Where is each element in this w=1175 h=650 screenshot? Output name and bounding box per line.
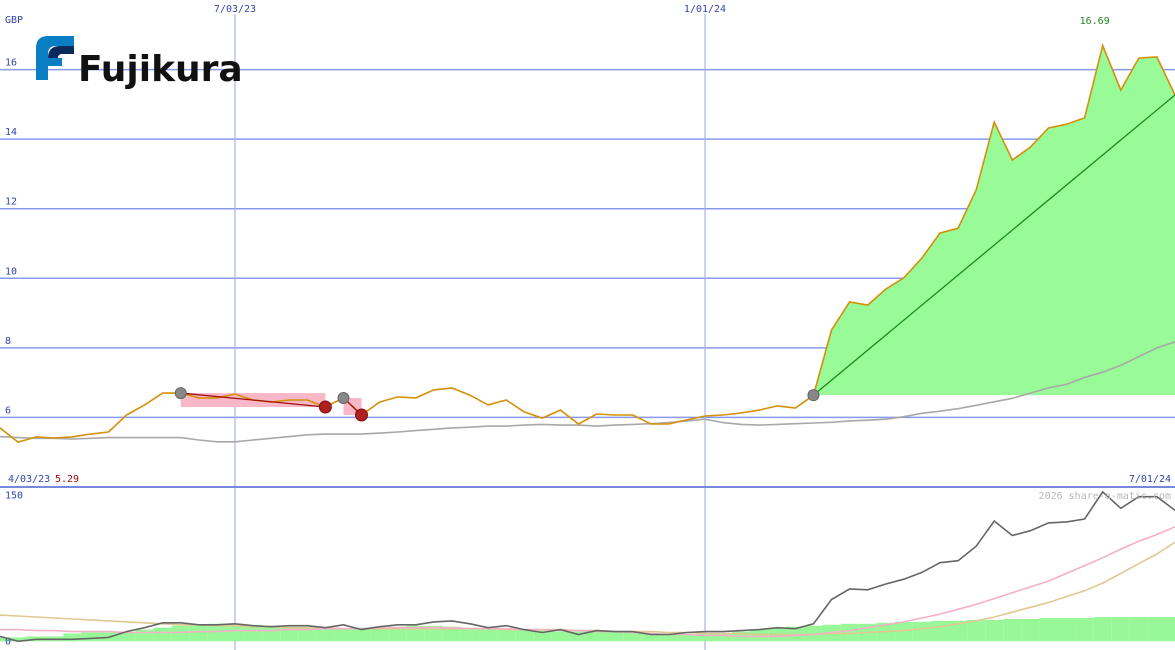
volume-bar (1111, 617, 1130, 642)
volume-bar (1075, 617, 1094, 642)
volume-bar (460, 627, 480, 642)
volume-bar (714, 633, 733, 642)
trend-line (813, 94, 1175, 396)
volume-bar (587, 630, 606, 642)
volume-bar (695, 633, 715, 642)
sell-marker (355, 408, 369, 422)
volume-bar (424, 625, 443, 642)
volume-bar (135, 629, 154, 642)
loss-line (180, 392, 326, 408)
buy-marker (807, 389, 820, 402)
high-label: 16.69 (1080, 16, 1110, 27)
volume-bar (63, 633, 82, 642)
volume-bar (894, 621, 913, 642)
x-tick-label: 1/01/24 (684, 4, 726, 15)
volume-bar (479, 628, 498, 642)
volume-bar (1093, 617, 1112, 642)
volume-bar (207, 623, 226, 642)
y-tick-label: 150 (5, 491, 23, 502)
volume-bar (1003, 618, 1022, 642)
buy-marker (174, 387, 187, 400)
volume-bar (117, 631, 136, 642)
volume-bar (0, 637, 10, 642)
volume-bar (641, 633, 660, 642)
volume-bar (316, 627, 335, 642)
volume-bar (262, 625, 281, 642)
y-tick-label: 12 (5, 197, 17, 208)
volume-bar (1039, 617, 1058, 642)
x-tick-label: 7/03/23 (214, 4, 256, 15)
volume-bar (1165, 617, 1175, 642)
price-line (0, 341, 1175, 443)
volume-bar (1129, 617, 1148, 642)
volume-bar (406, 625, 425, 642)
y-tick-label: 8 (5, 336, 11, 347)
logo-icon-shade (48, 46, 74, 58)
buy-marker (337, 391, 350, 404)
range-start: 4/03/23 (8, 474, 50, 485)
volume-bar (930, 620, 950, 642)
volume-bar (225, 623, 245, 642)
volume-bar (171, 625, 190, 642)
volume-bar (153, 627, 172, 642)
volume-bar (623, 632, 642, 642)
volume-bar (804, 625, 823, 642)
volume-bar (9, 637, 28, 642)
volume-bar (659, 633, 678, 642)
volume-bar (442, 626, 461, 642)
volume-bar (967, 619, 986, 642)
volume-bar (949, 620, 968, 642)
sell-marker (318, 400, 332, 414)
logo: Fujikura (36, 36, 243, 90)
watermark: 2026 share-a-matic.com (1039, 491, 1171, 502)
price-line (0, 43, 1175, 443)
volume-bar (840, 623, 859, 642)
y-tick-label: 14 (5, 127, 17, 138)
volume-bar (497, 629, 516, 642)
logo-text: Fujikura (78, 49, 243, 90)
range-end: 7/01/24 (1129, 474, 1171, 485)
volume-bar (81, 632, 100, 642)
volume-bar (912, 621, 931, 642)
gain-area (813, 45, 1175, 396)
y-tick-label: 6 (5, 405, 11, 416)
volume-bar (370, 627, 389, 642)
volume-bar (1021, 618, 1040, 642)
volume-bar (388, 626, 407, 642)
low-label: 5.29 (55, 474, 79, 485)
volume-bar (569, 631, 588, 642)
volume-bar (244, 624, 263, 642)
y-tick-label: 0 (5, 636, 11, 647)
volume-bar (677, 634, 696, 642)
volume-bar (352, 627, 371, 642)
volume-bar (334, 628, 353, 642)
y-tick-label: 16 (5, 58, 17, 69)
volume-bar (1057, 617, 1076, 642)
indicator-line (0, 526, 1175, 638)
indicator-line (0, 490, 1175, 643)
volume-bar (533, 630, 552, 642)
y-axis-label: GBP (5, 15, 23, 26)
volume-bar (750, 629, 769, 642)
volume-bar (189, 624, 208, 642)
volume-bar (605, 631, 624, 642)
y-tick-label: 10 (5, 266, 17, 277)
volume-bar (985, 619, 1004, 642)
volume-bar (515, 629, 534, 642)
volume-bar (551, 631, 570, 642)
volume-bar (1147, 617, 1166, 642)
